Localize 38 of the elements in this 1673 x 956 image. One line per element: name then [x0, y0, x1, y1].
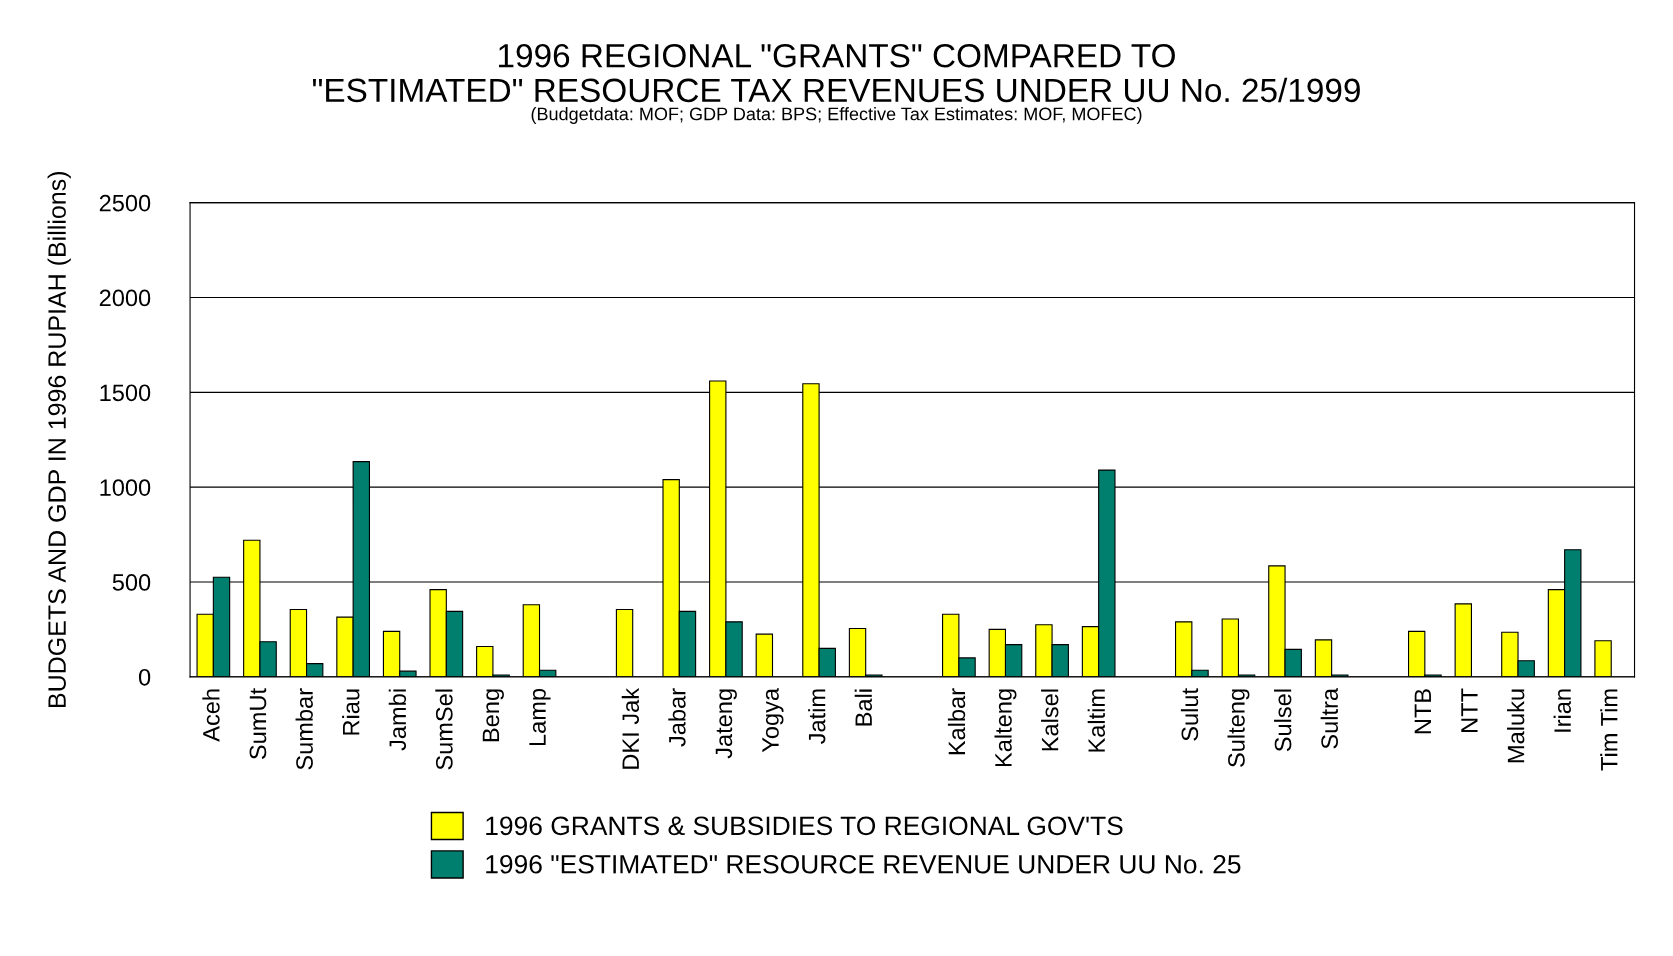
x-tick-label: Maluku: [1507, 689, 1525, 763]
x-tick-label: Beng: [482, 689, 504, 742]
x-tick-label: Jatim: [808, 689, 826, 744]
x-tick-label: Jambi: [388, 689, 407, 751]
y-tick-label: 2500: [99, 194, 151, 212]
chart-subtitle: (Budgetdata: MOF; GDP Data: BPS; Effective Tax Estimates: MOF, MOFEC): [531, 107, 1142, 124]
legend-label: 1996 "ESTIMATED" RESOURCE REVENUE UNDER UU No. 25: [486, 854, 1241, 874]
y-tick-label: 2000: [99, 289, 151, 307]
y-tick-label: 0: [138, 668, 151, 686]
x-tick-label: Aceh: [202, 689, 220, 742]
x-tick-label: NTT: [1461, 688, 1478, 732]
x-tick-label: Lamp: [529, 688, 551, 746]
x-tick-label: Yogya: [762, 687, 784, 753]
x-tick-label: DKI Jak: [621, 687, 640, 769]
x-tick-label: SumSel: [435, 689, 453, 770]
x-tick-label: Sultra: [1320, 687, 1338, 749]
x-tick-label: Sulteng: [1227, 689, 1250, 767]
y-tick-label: 1500: [100, 384, 151, 402]
y-axis-title: BUDGETS AND GDP IN 1996 RUPIAH (Billions): [47, 172, 71, 707]
x-tick-label: Sumbar: [295, 688, 313, 770]
y-tick-label: 1000: [100, 479, 151, 496]
legend-label: 1996 GRANTS & SUBSIDIES TO REGIONAL GOV'TS: [486, 816, 1123, 836]
chart-title: 1996 REGIONAL "GRANTS" COMPARED TO "ESTIMATED" RESOURCE TAX REVENUES UNDER UU No. 25/1999: [312, 43, 1360, 103]
x-tick-label: Kalteng: [994, 689, 1017, 767]
x-tick-label: SumUt: [249, 688, 267, 760]
x-tick-label: Irian: [1553, 689, 1571, 732]
x-tick-label: Jabar: [668, 688, 686, 747]
x-tick-label: Riau: [342, 689, 360, 735]
x-tick-label: Sulsel: [1274, 689, 1292, 752]
x-tick-label: Tim Tim: [1600, 689, 1618, 771]
x-tick-label: Sulut: [1180, 688, 1199, 741]
x-tick-label: Jateng: [715, 689, 737, 759]
x-tick-label: NTB: [1414, 689, 1431, 734]
x-tick-label: Kalbar: [947, 688, 966, 755]
x-tick-label: Kalsel: [1041, 689, 1059, 751]
x-tick-label: Bali: [854, 689, 873, 726]
y-tick-label: 500: [112, 574, 151, 591]
x-tick-label: Kaltim: [1087, 689, 1106, 752]
